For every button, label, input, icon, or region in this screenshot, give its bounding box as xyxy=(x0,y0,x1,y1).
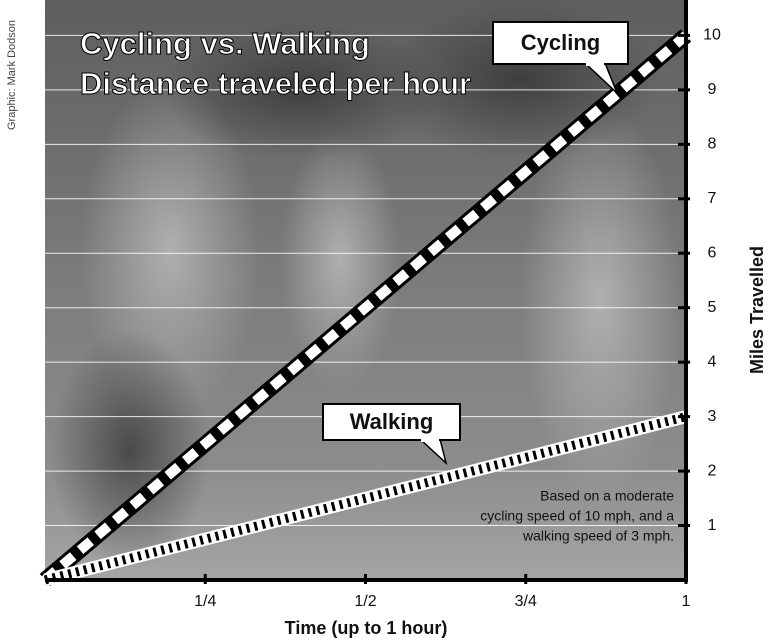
callout-joint xyxy=(421,438,439,442)
x-tick-label: 1/2 xyxy=(354,593,376,610)
legend-label: Cycling xyxy=(521,30,600,55)
x-axis-label: Time (up to 1 hour) xyxy=(285,618,448,638)
y-tick-label: 10 xyxy=(703,27,721,44)
note: walking speed of 3 mph. xyxy=(522,528,674,544)
x-tick-label: 1/4 xyxy=(194,593,216,610)
y-tick-label: 9 xyxy=(708,81,717,98)
y-tick-label: 2 xyxy=(708,462,717,479)
note: cycling speed of 10 mph, and a xyxy=(480,508,674,524)
chart-title: Cycling vs. Walking xyxy=(80,26,370,61)
y-tick-label: 1 xyxy=(708,517,717,534)
page: 1 2 3 4 5 6 7 8 9 10 1/4 1/2 3/4 1 Cycling vs. Walkin… xyxy=(0,0,770,642)
legend-label: Walking xyxy=(350,409,434,434)
y-tick-label: 3 xyxy=(708,408,717,425)
y-tick-label: 8 xyxy=(708,136,717,153)
y-axis-label: Miles Travelled xyxy=(747,246,767,374)
note: Based on a moderate xyxy=(540,488,674,504)
x-tick-label: 1 xyxy=(682,593,691,610)
credit: Graphic: Mark Dodson xyxy=(6,20,18,130)
y-tick-label: 6 xyxy=(708,244,717,261)
chart-subtitle: Distance traveled per hour xyxy=(80,66,471,101)
y-tick-label: 4 xyxy=(708,353,717,370)
x-tick-label: 3/4 xyxy=(515,593,537,610)
chart: 1 2 3 4 5 6 7 8 9 10 1/4 1/2 3/4 1 Cycling vs. Walkin… xyxy=(0,0,770,642)
y-tick-label: 7 xyxy=(708,190,717,207)
callout-joint xyxy=(586,62,604,66)
y-tick-label: 5 xyxy=(708,299,717,316)
